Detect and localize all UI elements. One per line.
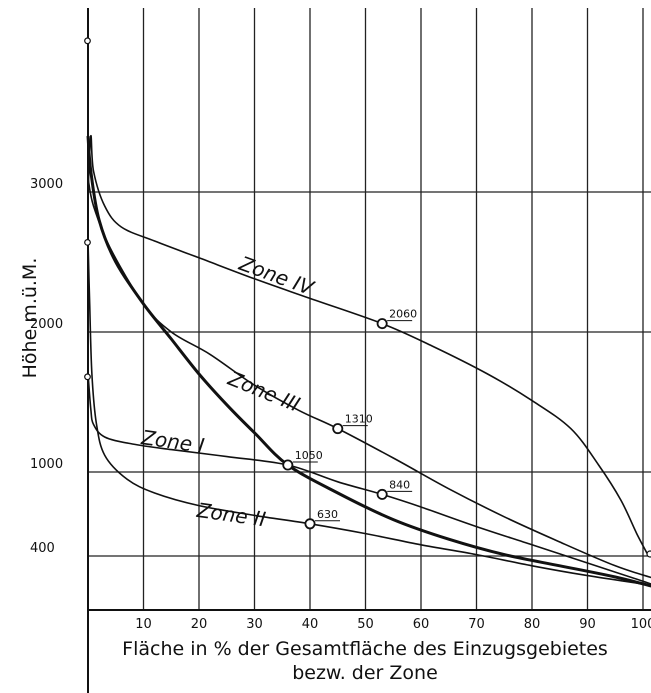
curve-zone-ii: [87, 240, 651, 587]
axis-point-2640: [84, 238, 91, 246]
x-tick-label-70: 70: [468, 617, 485, 632]
marker-1310: [332, 423, 344, 435]
y-tick-label-2000: 2000: [30, 317, 63, 332]
curve-zone-iv: [87, 135, 650, 557]
axis-point-1680: [84, 373, 91, 381]
marker-label-1050: 1050: [295, 449, 323, 462]
curve-zone-iii: [87, 177, 651, 579]
markers: [84, 37, 651, 558]
marker-label-630: 630: [317, 508, 338, 521]
end-point: [646, 550, 651, 558]
y-tick-label-3000: 3000: [30, 177, 63, 192]
x-axis-label-line-1: Fläche in % der Gesamtfläche des Einzugs…: [122, 638, 608, 660]
marker-840: [376, 488, 388, 500]
axes: [87, 8, 651, 693]
x-axis-label-line-2: bezw. der Zone: [292, 662, 438, 684]
x-tick-label-90: 90: [579, 617, 596, 632]
axis-point-4080: [84, 37, 91, 45]
x-tick-label-40: 40: [302, 617, 319, 632]
curves: [86, 135, 651, 588]
x-tick-label-100: 100: [631, 617, 651, 632]
curve-total: [86, 135, 651, 588]
x-tick-label-20: 20: [191, 617, 208, 632]
marker-label-840: 840: [389, 478, 410, 491]
marker-1050: [282, 459, 294, 471]
x-tick-label-80: 80: [524, 617, 541, 632]
marker-label-2060: 2060: [389, 308, 417, 321]
x-tick-label-10: 10: [135, 617, 152, 632]
marker-630: [304, 518, 316, 530]
x-tick-label-50: 50: [357, 617, 374, 632]
x-tick-label-30: 30: [246, 617, 263, 632]
x-tick-label-60: 60: [413, 617, 430, 632]
marker-label-1310: 1310: [345, 413, 373, 426]
grid-lines: [88, 8, 651, 610]
y-axis-label: Höhe m.ü.M.: [19, 258, 41, 379]
y-tick-label-400: 400: [30, 541, 55, 556]
y-tick-label-1000: 1000: [30, 457, 63, 472]
marker-2060: [376, 318, 388, 330]
